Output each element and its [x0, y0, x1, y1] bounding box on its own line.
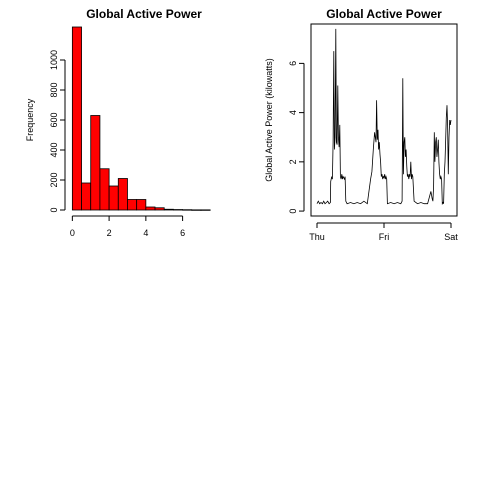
- histogram-title: Global Active Power: [86, 7, 202, 21]
- histogram-bar: [136, 199, 147, 211]
- histogram-y-tick-label: 600: [49, 112, 59, 127]
- line-y-label: Global Active Power (kilowatts): [264, 58, 274, 182]
- line-series-path: [316, 28, 452, 206]
- histogram-bar: [200, 209, 211, 211]
- line-y-tick-label: 2: [288, 159, 298, 164]
- histogram-bar: [90, 115, 101, 211]
- histogram-axes: 0 2 4 6 0 200 400 600 800 1000: [49, 50, 185, 238]
- histogram-bar: [145, 206, 156, 211]
- histogram-bar: [154, 207, 165, 211]
- line-y-tick-label: 0: [288, 209, 298, 214]
- histogram-panel: Global Active Power Frequency 0 2 4 6 0 200 40…: [25, 7, 211, 238]
- line-axes: Thu Fri Sat 0 2 4 6: [288, 61, 458, 242]
- histogram-x-tick-label: 2: [107, 228, 112, 238]
- histogram-bar: [163, 208, 174, 211]
- line-series: [316, 28, 452, 206]
- line-x-tick-label: Sat: [444, 232, 458, 242]
- line-panel: Global Active Power Global Active Power …: [264, 7, 458, 242]
- histogram-bar: [71, 26, 82, 211]
- histogram-bar: [173, 209, 184, 211]
- histogram-y-label: Frequency: [25, 98, 35, 141]
- histogram-bar: [81, 182, 92, 211]
- histogram-bar: [191, 209, 202, 211]
- histogram-bar: [182, 209, 193, 211]
- histogram-x-tick-label: 0: [70, 228, 75, 238]
- histogram-y-tick-label: 800: [49, 82, 59, 97]
- line-x-tick-label: Thu: [309, 232, 325, 242]
- histogram-y-tick-label: 400: [49, 142, 59, 157]
- line-y-tick-label: 6: [288, 61, 298, 66]
- histogram-x-tick-label: 4: [143, 228, 148, 238]
- line-plot-box: [310, 23, 458, 217]
- histogram-y-tick-label: 1000: [49, 50, 59, 70]
- line-title: Global Active Power: [326, 7, 442, 21]
- histogram-bars: [71, 26, 211, 211]
- histogram-bar: [108, 185, 119, 211]
- histogram-y-tick-label: 0: [49, 207, 59, 212]
- line-y-tick-label: 4: [288, 110, 298, 115]
- histogram-y-tick-label: 200: [49, 172, 59, 187]
- histogram-bar: [117, 178, 128, 211]
- line-x-tick-label: Fri: [379, 232, 390, 242]
- histogram-bar: [127, 199, 138, 211]
- histogram-x-tick-label: 6: [180, 228, 185, 238]
- histogram-bar: [99, 168, 110, 211]
